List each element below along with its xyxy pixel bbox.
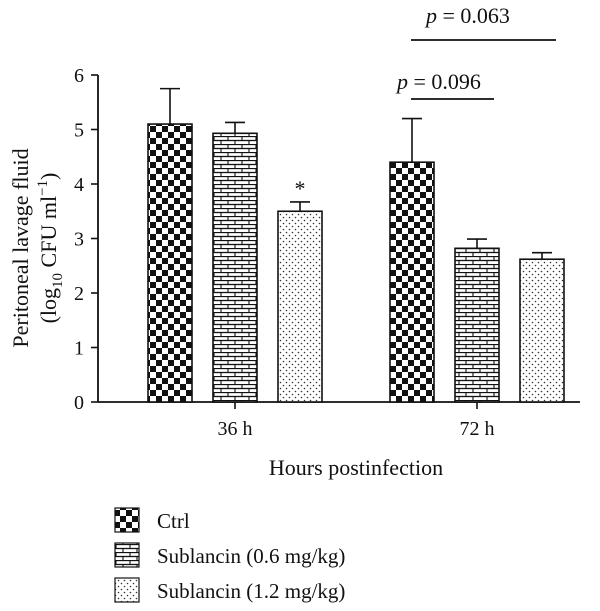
y-tick-label: 6	[74, 65, 84, 87]
plot-area: 0 1 2 3 4 5 6 36 h 72 h *	[74, 65, 580, 440]
legend-label-sublancin-high: Sublancin (1.2 mg/kg)	[157, 579, 345, 603]
annotation-p-096: p = 0.096	[395, 69, 481, 94]
significance-star: *	[295, 176, 306, 201]
annotation-p-063: p = 0.063	[424, 3, 510, 28]
bar-checker-0	[147, 123, 193, 403]
legend-swatch-sublancin-low	[114, 542, 140, 568]
bar-checker-1	[389, 161, 435, 403]
y-axis-title-line1: Peritoneal lavage fluid	[8, 148, 33, 347]
bar-brick-0	[212, 132, 258, 403]
legend-label-sublancin-low: Sublancin (0.6 mg/kg)	[157, 544, 345, 568]
bar-dots-0	[277, 210, 323, 403]
legend-label-ctrl: Ctrl	[157, 509, 190, 533]
y-tick-label: 4	[74, 174, 84, 196]
legend-swatch-sublancin-high	[114, 577, 140, 603]
y-tick-label: 5	[74, 120, 84, 142]
bar-dots-1	[519, 258, 565, 403]
y-tick-label: 0	[74, 392, 84, 414]
y-axis-title-line2: (log10 CFU ml−1)	[35, 173, 66, 324]
bar-brick-1	[454, 247, 500, 403]
x-tick-label: 36 h	[218, 418, 253, 440]
y-tick-label: 3	[74, 229, 84, 251]
x-tick-label: 72 h	[460, 418, 495, 440]
legend: Ctrl Sublancin (0.6 mg/kg) Sublancin (1.…	[114, 507, 345, 603]
y-tick-label: 2	[74, 283, 84, 305]
legend-swatch-ctrl	[114, 507, 140, 533]
y-tick-label: 1	[74, 338, 84, 360]
x-axis-title: Hours postinfection	[269, 455, 443, 480]
